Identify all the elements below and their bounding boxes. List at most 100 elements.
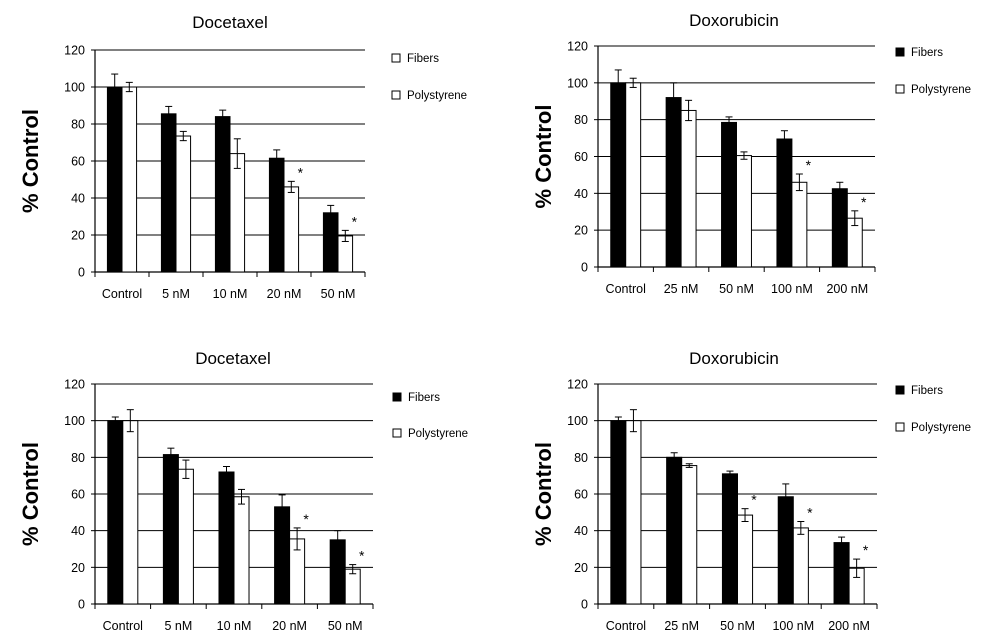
x-tick-label: 25 nM <box>664 619 699 633</box>
y-axis-label: % Control <box>531 105 556 209</box>
y-tick-label: 20 <box>71 561 85 575</box>
legend-swatch-polystyrene <box>895 422 905 432</box>
y-tick-label: 20 <box>574 224 588 238</box>
x-tick-label: 50 nM <box>321 287 356 301</box>
x-tick-label: 5 nM <box>162 287 190 301</box>
bar-fibers <box>107 420 124 605</box>
y-tick-label: 100 <box>567 414 588 428</box>
x-tick-label: 5 nM <box>165 619 193 633</box>
bar-fibers <box>610 82 627 268</box>
legend-label-fibers: Fibers <box>911 47 943 59</box>
y-tick-label: 0 <box>581 261 588 275</box>
y-axis-label: % Control <box>531 442 556 546</box>
significance-marker: * <box>861 194 867 210</box>
legend-label-fibers: Fibers <box>408 392 440 404</box>
y-tick-label: 0 <box>78 598 85 612</box>
y-tick-label: 40 <box>574 187 588 201</box>
legend-label-polystyrene: Polystyrene <box>911 422 971 434</box>
significance-marker: * <box>359 548 365 564</box>
y-tick-label: 0 <box>581 598 588 612</box>
legend-swatch-polystyrene <box>391 90 401 100</box>
chart-title: Docetaxel <box>192 13 268 32</box>
bar-polystyrene <box>791 181 808 268</box>
x-tick-label: Control <box>102 287 142 301</box>
x-tick-label: 200 nM <box>826 282 868 296</box>
y-tick-label: 60 <box>71 155 85 169</box>
bar-polystyrene <box>736 155 752 268</box>
y-tick-label: 120 <box>64 44 85 58</box>
y-tick-label: 40 <box>71 192 85 206</box>
bar-fibers <box>665 97 682 268</box>
x-tick-label: 200 nM <box>828 619 870 633</box>
x-tick-label: 10 nM <box>217 619 252 633</box>
bar-fibers <box>214 116 231 273</box>
bar-polystyrene <box>283 186 300 273</box>
y-tick-label: 120 <box>567 378 588 392</box>
bar-polystyrene <box>625 82 642 268</box>
legend-label-fibers: Fibers <box>911 385 943 397</box>
bar-polystyrene <box>233 496 250 605</box>
x-tick-label: 20 nM <box>267 287 302 301</box>
y-tick-label: 40 <box>574 524 588 538</box>
bar-polystyrene <box>229 153 246 273</box>
significance-marker: * <box>298 164 304 180</box>
bar-polystyrene <box>344 568 361 605</box>
y-tick-label: 60 <box>574 150 588 164</box>
bar-fibers <box>721 473 739 605</box>
y-tick-label: 80 <box>574 113 588 127</box>
significance-marker: * <box>303 511 309 527</box>
x-tick-label: Control <box>606 282 646 296</box>
x-tick-label: 100 nM <box>771 282 813 296</box>
legend-swatch-fibers <box>392 392 402 402</box>
y-tick-label: 80 <box>71 451 85 465</box>
y-tick-label: 20 <box>574 561 588 575</box>
bar-fibers <box>274 506 291 605</box>
legend-swatch-fibers <box>895 47 905 57</box>
legend-swatch-polystyrene <box>392 428 402 438</box>
bar-fibers <box>610 420 627 605</box>
bar-fibers <box>831 188 848 268</box>
chart-panel-4: Doxorubicin % Control 0 20 40 60 80 100 120 Contr… <box>531 349 971 633</box>
chart-panel-2: Doxorubicin % Control 0 20 40 60 80 100 120 Contr… <box>531 11 971 296</box>
y-tick-label: 120 <box>567 40 588 54</box>
bar-polystyrene <box>177 468 194 605</box>
bar-fibers <box>268 157 285 273</box>
bar-fibers <box>322 212 339 273</box>
legend-swatch-fibers <box>391 53 401 63</box>
significance-marker: * <box>807 505 813 521</box>
y-tick-label: 100 <box>64 414 85 428</box>
x-tick-label: 25 nM <box>664 282 699 296</box>
bar-fibers <box>106 86 123 273</box>
bar-fibers <box>833 542 850 605</box>
legend-label-polystyrene: Polystyrene <box>408 428 468 440</box>
bar-polystyrene <box>175 135 192 273</box>
bar-polystyrene <box>122 420 139 605</box>
x-tick-label: 50 nM <box>720 619 755 633</box>
bar-fibers <box>776 138 793 268</box>
legend-swatch-polystyrene <box>895 84 905 94</box>
significance-marker: * <box>751 492 757 508</box>
significance-marker: * <box>806 157 812 173</box>
bar-polystyrene <box>625 420 642 605</box>
x-tick-label: 50 nM <box>719 282 754 296</box>
y-tick-label: 100 <box>64 81 85 95</box>
y-axis-label: % Control <box>18 109 43 213</box>
y-axis-label: % Control <box>18 442 43 546</box>
y-tick-label: 40 <box>71 524 85 538</box>
y-tick-label: 0 <box>78 266 85 280</box>
legend-label-fibers: Fibers <box>407 53 439 65</box>
chart-panel-3: Docetaxel % Control 0 20 40 60 80 100 120 Control… <box>18 349 468 633</box>
significance-marker: * <box>863 542 869 558</box>
x-tick-label: 10 nM <box>213 287 248 301</box>
bar-fibers <box>777 496 794 605</box>
y-tick-label: 120 <box>64 378 85 392</box>
legend-swatch-fibers <box>895 385 905 395</box>
bar-polystyrene <box>680 109 697 268</box>
bar-fibers <box>721 121 737 268</box>
significance-marker: * <box>352 213 358 229</box>
y-tick-label: 60 <box>71 488 85 502</box>
y-tick-label: 80 <box>574 451 588 465</box>
x-tick-label: 50 nM <box>328 619 363 633</box>
bar-fibers <box>666 456 683 605</box>
